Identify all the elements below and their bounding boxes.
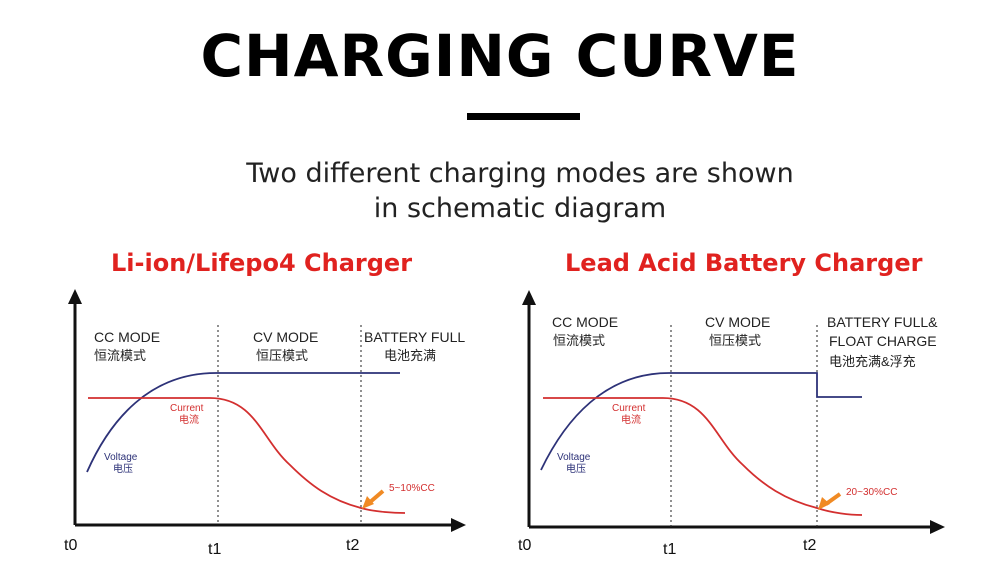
current-curve <box>88 397 406 514</box>
end-current-arrow-head-icon <box>818 497 830 510</box>
tick-t0: t0 <box>64 537 77 554</box>
current-label-cn: 电流 <box>621 413 641 426</box>
voltage-label: Voltage <box>557 452 591 463</box>
end-current-label: 20~30%CC <box>846 487 897 498</box>
mode-cc-label: CC MODE <box>552 314 618 330</box>
panel-title-lead-acid: Lead Acid Battery Charger <box>565 249 923 277</box>
mode-cv-label: CV MODE <box>705 314 770 330</box>
tick-t2: t2 <box>803 537 816 554</box>
panel-title-liion: Li-ion/Lifepo4 Charger <box>111 249 413 277</box>
tick-t1: t1 <box>208 541 221 558</box>
x-axis-arrow-icon <box>930 520 945 534</box>
mode-cc-label-cn: 恒流模式 <box>94 348 146 363</box>
y-axis-arrow-icon <box>68 289 82 304</box>
end-current-arrow <box>824 492 842 506</box>
end-current-arrow-head-icon <box>362 496 374 509</box>
voltage-label-cn: 电压 <box>113 462 133 475</box>
mode-full-label-cn: 电池充满 <box>384 348 436 363</box>
subtitle-line-2: in schematic diagram <box>373 193 667 224</box>
end-current-label: 5~10%CC <box>389 483 435 494</box>
voltage-curve <box>540 372 862 471</box>
diagram-liion: CC MODE 恒流模式 CV MODE 恒压模式 BATTERY FULL 电… <box>64 289 466 558</box>
x-axis-arrow-icon <box>451 518 466 532</box>
mode-full-label: BATTERY FULL <box>364 329 465 345</box>
mode-cc-label-cn: 恒流模式 <box>553 333 605 348</box>
tick-t2: t2 <box>346 537 359 554</box>
mode-float-label: FLOAT CHARGE <box>829 333 937 349</box>
tick-t0: t0 <box>518 537 531 554</box>
mode-cv-label-cn: 恒压模式 <box>709 333 761 348</box>
title-underline <box>467 113 580 120</box>
mode-full-label-cn: 电池充满&浮充 <box>829 354 916 369</box>
current-label: Current <box>170 403 204 414</box>
page-title: CHARGING CURVE <box>200 22 800 90</box>
current-label: Current <box>612 403 646 414</box>
mode-cv-label: CV MODE <box>253 329 318 345</box>
mode-cv-label-cn: 恒压模式 <box>256 348 308 363</box>
y-axis-arrow-icon <box>522 290 536 305</box>
current-label-cn: 电流 <box>179 413 199 426</box>
tick-t1: t1 <box>663 541 676 558</box>
diagram-lead-acid: CC MODE 恒流模式 CV MODE 恒压模式 BATTERY FULL& … <box>518 290 945 558</box>
subtitle-line-1: Two different charging modes are shown <box>246 158 794 189</box>
voltage-label: Voltage <box>104 452 138 463</box>
mode-cc-label: CC MODE <box>94 329 160 345</box>
subtitle: Two different charging modes are shown i… <box>0 156 1000 226</box>
mode-full-label: BATTERY FULL& <box>827 314 938 330</box>
current-curve <box>543 397 863 516</box>
voltage-label-cn: 电压 <box>566 462 586 475</box>
